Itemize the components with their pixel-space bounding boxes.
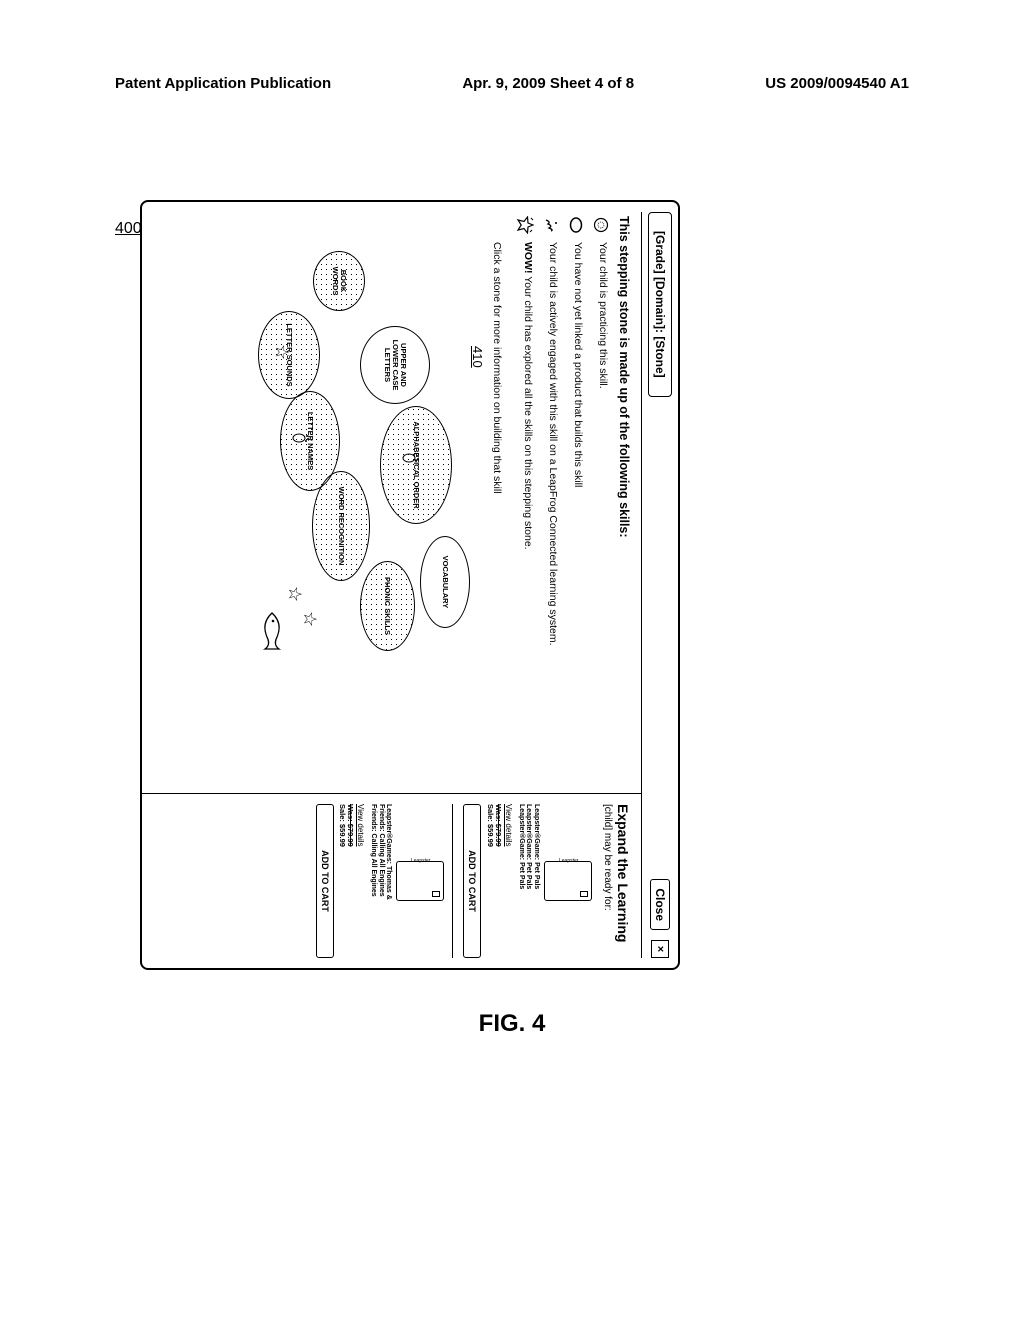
figure-container: [Grade] [Domain]: [Stone] Close × This s… [140,200,900,970]
legend-row-1: Your child is practicing this skill. [590,216,609,779]
product-image [544,861,592,901]
legend-1-label: Your child is practicing this skill. [596,242,609,389]
footprint-icon [289,431,310,445]
legend-row-4: WOW! Your child has explored all the ski… [513,216,534,779]
engaged-icon [540,216,559,234]
stone-alpha-order[interactable]: ALPHABETICAL ORDER [380,406,452,524]
sidebar-title: Expand the Learning [615,804,631,958]
legend-row-3: Your child is actively engaged with this… [540,216,559,779]
header-center: Apr. 9, 2009 Sheet 4 of 8 [462,75,634,92]
legend-row-2: You have not yet linked a product that b… [565,216,584,779]
product-name: Leapster®Games: Thomas & Friends: Callin… [369,804,392,958]
fish-icon [254,611,285,651]
sidebar-subtitle: [child] may be ready for: [602,804,613,958]
sidebar: Expand the Learning [child] may be ready… [142,793,641,968]
product-price: Was: $79.99Sale: $59.99 [338,804,355,958]
title-tab: [Grade] [Domain]: [Stone] [648,212,672,397]
figure-ref-400: 400 [115,220,142,238]
dialog-window: [Grade] [Domain]: [Stone] Close × This s… [140,200,680,970]
product-name: Leapster®Game: Pet Pals Leapster®Game: P… [517,804,540,958]
page-header: Patent Application Publication Apr. 9, 2… [115,75,909,92]
legend-3-label: Your child is actively engaged with this… [546,242,559,646]
ref-410: 410 [470,346,485,779]
star-icon: ☆ [299,611,320,627]
footprint-icon [399,451,420,465]
add-to-cart-button[interactable]: ADD TO CART [316,804,334,958]
stone-book-words[interactable]: BOOKWORDS [313,251,365,311]
legend-2-label: You have not yet linked a product that b… [571,242,584,487]
divider [452,804,453,958]
product-price: Was: $79.99Sale: $59.99 [485,804,502,958]
header-left: Patent Application Publication [115,75,331,92]
divider [641,212,642,958]
product-card: Leapster®Game: Pet Pals Leapster®Game: P… [463,804,592,958]
view-details-link[interactable]: View details [356,804,365,958]
stone-vocab[interactable]: VOCABULARY [420,536,470,628]
stone-upper-lower[interactable]: UPPER ANDLOWER CASELETTERS [360,326,430,404]
close-x-button[interactable]: × [651,940,669,958]
star-icon: ☆ [271,344,292,360]
stones-area: BOOKWORDS UPPER ANDLOWER CASELETTERS ALP… [152,216,470,779]
legend-4-label: WOW! Your child has explored all the ski… [521,242,534,550]
unlinked-icon [565,216,584,234]
add-to-cart-button[interactable]: ADD TO CART [463,804,481,958]
product-card: Leapster®Games: Thomas & Friends: Callin… [316,804,445,958]
click-hint: Click a stone for more information on bu… [491,242,503,779]
view-details-link[interactable]: View details [504,804,513,958]
main-column: This stepping stone is made up of the fo… [142,202,641,793]
product-image [396,861,444,901]
star-icon: ☆ [284,586,305,602]
wow-star-icon [513,216,534,234]
practicing-icon [590,216,609,234]
header-right: US 2009/0094540 A1 [765,75,909,92]
figure-label: FIG. 4 [479,1010,546,1038]
intro-text: This stepping stone is made up of the fo… [617,216,631,779]
title-bar: [Grade] [Domain]: [Stone] Close × [642,202,678,968]
close-button[interactable]: Close [650,879,670,930]
stone-phonics[interactable]: PHONIC SKILLS [360,561,415,651]
